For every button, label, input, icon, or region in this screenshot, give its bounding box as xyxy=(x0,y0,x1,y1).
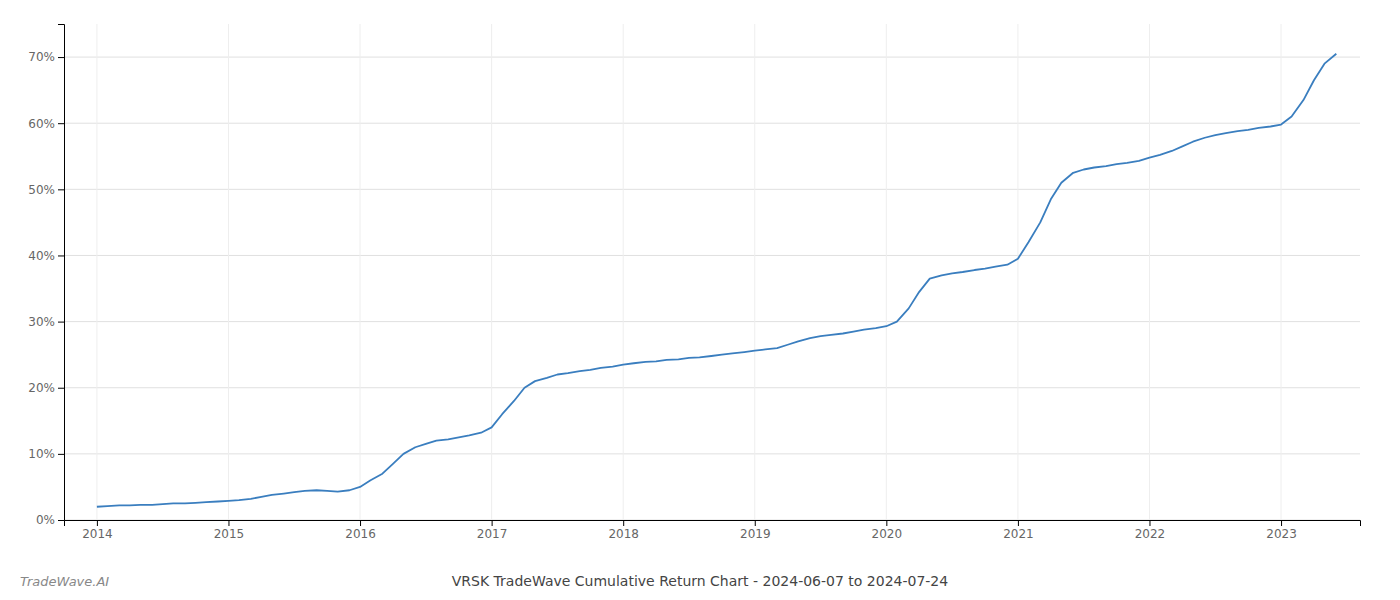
tick: 2021 xyxy=(1003,520,1034,541)
tick-mark xyxy=(58,57,64,58)
tick-label: 10% xyxy=(28,447,55,461)
tick-label: 30% xyxy=(28,315,55,329)
axis-line xyxy=(58,25,65,521)
tick-label: 50% xyxy=(28,183,55,197)
tick-mark xyxy=(623,520,624,526)
tick-label: 2018 xyxy=(608,527,639,541)
grid-line xyxy=(64,453,1360,454)
plot-area: 2014 2015 2016 2017 2018 2019 2020 2021 2022 2023… xyxy=(28,24,1360,541)
tick-label: 60% xyxy=(28,117,55,131)
tick-label: 40% xyxy=(28,249,55,263)
x-axis: 2014 2015 2016 2017 2018 2019 2020 2021 2022 2023 xyxy=(65,520,1361,541)
tick-mark xyxy=(1281,520,1282,526)
tick-label: 2015 xyxy=(214,527,245,541)
marks xyxy=(97,54,1336,507)
tick: 50% xyxy=(28,183,64,197)
grid xyxy=(64,24,1360,520)
tick: 2023 xyxy=(1266,520,1297,541)
tick: 0% xyxy=(36,513,64,527)
tick-label: 2021 xyxy=(1003,527,1034,541)
tick-mark xyxy=(58,189,64,190)
tick-mark xyxy=(755,520,756,526)
tick: 2022 xyxy=(1135,520,1166,541)
tick-mark xyxy=(58,388,64,389)
tick-mark xyxy=(58,520,64,521)
tick: 2018 xyxy=(608,520,639,541)
tick-label: 2017 xyxy=(477,527,508,541)
tick-label: 2016 xyxy=(345,527,376,541)
grid-line xyxy=(64,387,1360,388)
title: VRSK TradeWave Cumulative Return Chart -… xyxy=(452,573,948,589)
line xyxy=(97,54,1336,507)
tick-label: 20% xyxy=(28,381,55,395)
grid-line xyxy=(1149,24,1150,520)
tick-mark xyxy=(228,520,229,526)
tick: 2019 xyxy=(740,520,771,541)
tick: 20% xyxy=(28,381,64,395)
grid-line xyxy=(64,123,1360,124)
tick-mark xyxy=(492,520,493,526)
tick-mark xyxy=(58,322,64,323)
grid-line xyxy=(96,24,97,520)
tick: 10% xyxy=(28,447,64,461)
grid-line xyxy=(1017,24,1018,520)
tick: 2017 xyxy=(477,520,508,541)
grid-line xyxy=(64,189,1360,190)
grid-line xyxy=(491,24,492,520)
tick-mark xyxy=(97,520,98,526)
tick-mark xyxy=(1149,520,1150,526)
grid-line xyxy=(64,255,1360,256)
grid-line xyxy=(228,24,229,520)
tick-label: 2020 xyxy=(872,527,903,541)
grid-line xyxy=(64,321,1360,322)
tick-label: 70% xyxy=(28,50,55,64)
tick: 2014 xyxy=(82,520,113,541)
tick: 60% xyxy=(28,117,64,131)
tick: 30% xyxy=(28,315,64,329)
tick-mark xyxy=(886,520,887,526)
grid-line xyxy=(64,57,1360,58)
grid-line xyxy=(623,24,624,520)
axis-line xyxy=(65,521,1361,527)
grid-line xyxy=(1281,24,1282,520)
grid-line xyxy=(886,24,887,520)
tick: 2020 xyxy=(872,520,903,541)
tick: 2016 xyxy=(345,520,376,541)
tick-mark xyxy=(58,255,64,256)
y-axis: 0% 10% 20% 30% 40% 50% 60% 70% xyxy=(28,25,64,528)
tick: 40% xyxy=(28,249,64,263)
tick-mark xyxy=(58,454,64,455)
tick: 70% xyxy=(28,50,64,64)
tick-label: 2014 xyxy=(82,527,113,541)
tick-mark xyxy=(1018,520,1019,526)
grid-line xyxy=(754,24,755,520)
tick-mark xyxy=(58,123,64,124)
chart: 2014 2015 2016 2017 2018 2019 2020 2021 2022 2023… xyxy=(0,0,1400,600)
grid-line xyxy=(360,24,361,520)
tick: 2015 xyxy=(214,520,245,541)
tick-label: 2023 xyxy=(1266,527,1297,541)
tick-mark xyxy=(360,520,361,526)
tick-label: 0% xyxy=(36,513,55,527)
annotation: TradeWave.AI xyxy=(20,574,109,589)
tick-label: 2019 xyxy=(740,527,771,541)
tick-label: 2022 xyxy=(1135,527,1166,541)
